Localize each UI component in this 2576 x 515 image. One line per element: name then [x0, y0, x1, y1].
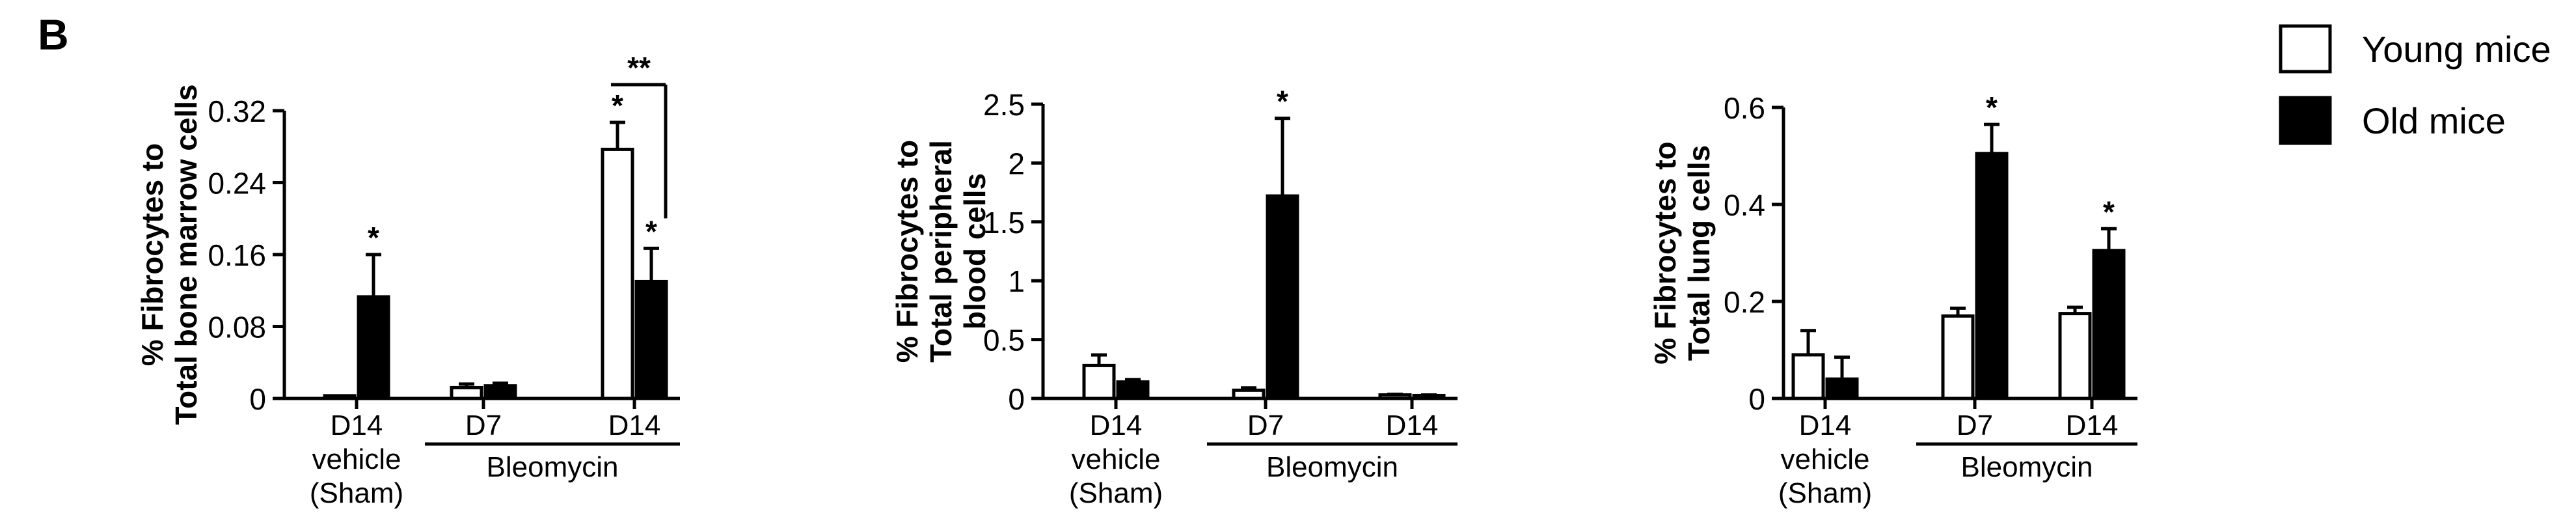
y-tick-label: 0.2 [1724, 285, 1765, 319]
y-tick-label: 1.5 [983, 206, 1025, 240]
y-axis-label: % Fibrocytes to [135, 143, 169, 367]
bar-old [1116, 380, 1150, 400]
significance-old: * [2103, 195, 2115, 229]
y-tick-label: 0.4 [1724, 188, 1765, 222]
y-axis-label: Total lung cells [1682, 145, 1716, 361]
x-tick-label: (Sham) [1778, 477, 1872, 509]
x-tick-label: D7 [465, 410, 502, 441]
panel-label: B [38, 10, 69, 59]
y-tick-label: 0.16 [208, 238, 266, 272]
legend: Young mice Old mice [2279, 24, 2551, 145]
x-tick-label: D14 [1799, 410, 1852, 441]
x-tick-label: (Sham) [1069, 477, 1163, 509]
bar-old [1412, 393, 1446, 400]
y-tick-label: 1 [1008, 264, 1025, 298]
bar-old [634, 279, 668, 400]
bar-young [1232, 388, 1266, 400]
significance-old: * [1277, 85, 1288, 118]
y-tick-label: 0 [1008, 382, 1025, 416]
x-tick-label: D14 [1386, 410, 1439, 441]
x-tick-label: D14 [2066, 410, 2119, 441]
y-axis-label: blood cells [958, 173, 992, 329]
bar-young [2058, 312, 2092, 400]
bar-young [450, 385, 483, 400]
x-tick-label: D14 [331, 410, 383, 441]
x-tick-label: vehicle [1072, 443, 1161, 475]
y-tick-label: 2.5 [983, 88, 1025, 122]
bar-young [1378, 393, 1412, 400]
legend-label-old: Old mice [2362, 100, 2506, 141]
y-tick-label: 0.08 [208, 311, 266, 344]
treatment-label: Bleomycin [487, 451, 619, 483]
significance-old: * [1986, 90, 1998, 124]
bar-old [1975, 152, 2009, 400]
x-tick-label: vehicle [1781, 443, 1870, 475]
significance-young: * [612, 89, 623, 122]
y-tick-label: 0.5 [983, 324, 1025, 357]
bar-old [1266, 194, 1299, 400]
chart-bone-marrow: 0 0.08 0.16 0.24 0.32 % Fibrocytes to Total bo… [135, 51, 680, 509]
bar-young [323, 394, 357, 400]
bar-young [1941, 314, 1975, 400]
chart-lung: 0 0.2 0.4 0.6 % Fibrocytes to Total lung cell… [1648, 90, 2137, 509]
bar-old [357, 295, 390, 400]
y-tick-label: 0.24 [208, 167, 266, 201]
bracket-label: ** [627, 51, 651, 85]
y-axis-label: % Fibrocytes to [890, 140, 924, 363]
y-tick-label: 0.32 [208, 94, 266, 128]
bar-young [601, 147, 634, 400]
legend-swatch-old [2279, 96, 2332, 145]
x-tick-label: D7 [1247, 410, 1284, 441]
x-tick-label: D7 [1957, 410, 1993, 441]
bar-old [1825, 377, 1859, 400]
x-tick-label: D14 [1090, 410, 1143, 441]
significance-old: * [368, 221, 379, 255]
y-tick-label: 0.6 [1724, 91, 1765, 125]
bar-young [1082, 363, 1116, 400]
y-tick-label: 0 [249, 382, 266, 416]
significance-old: * [645, 214, 657, 248]
bar-old [483, 384, 517, 400]
chart-peripheral-blood: 0 0.5 1 1.5 2 2.5 % Fibrocytes to Total periphe… [890, 85, 1457, 509]
y-axis-label: Total peripheral [924, 140, 958, 363]
legend-label-young: Young mice [2362, 29, 2551, 70]
treatment-label: Bleomycin [1266, 451, 1398, 483]
y-tick-label: 2 [1008, 146, 1025, 180]
legend-swatch-young [2279, 24, 2332, 74]
y-axis-label: Total bone marrow cells [169, 84, 203, 425]
bar-young [1791, 353, 1825, 400]
x-tick-label: D14 [608, 410, 661, 441]
x-tick-label: (Sham) [310, 477, 403, 509]
y-tick-label: 0 [1748, 382, 1765, 416]
treatment-label: Bleomycin [1961, 451, 2093, 483]
y-axis-label: % Fibrocytes to [1648, 141, 1682, 365]
bar-old [2092, 249, 2126, 400]
x-tick-label: vehicle [312, 443, 401, 475]
